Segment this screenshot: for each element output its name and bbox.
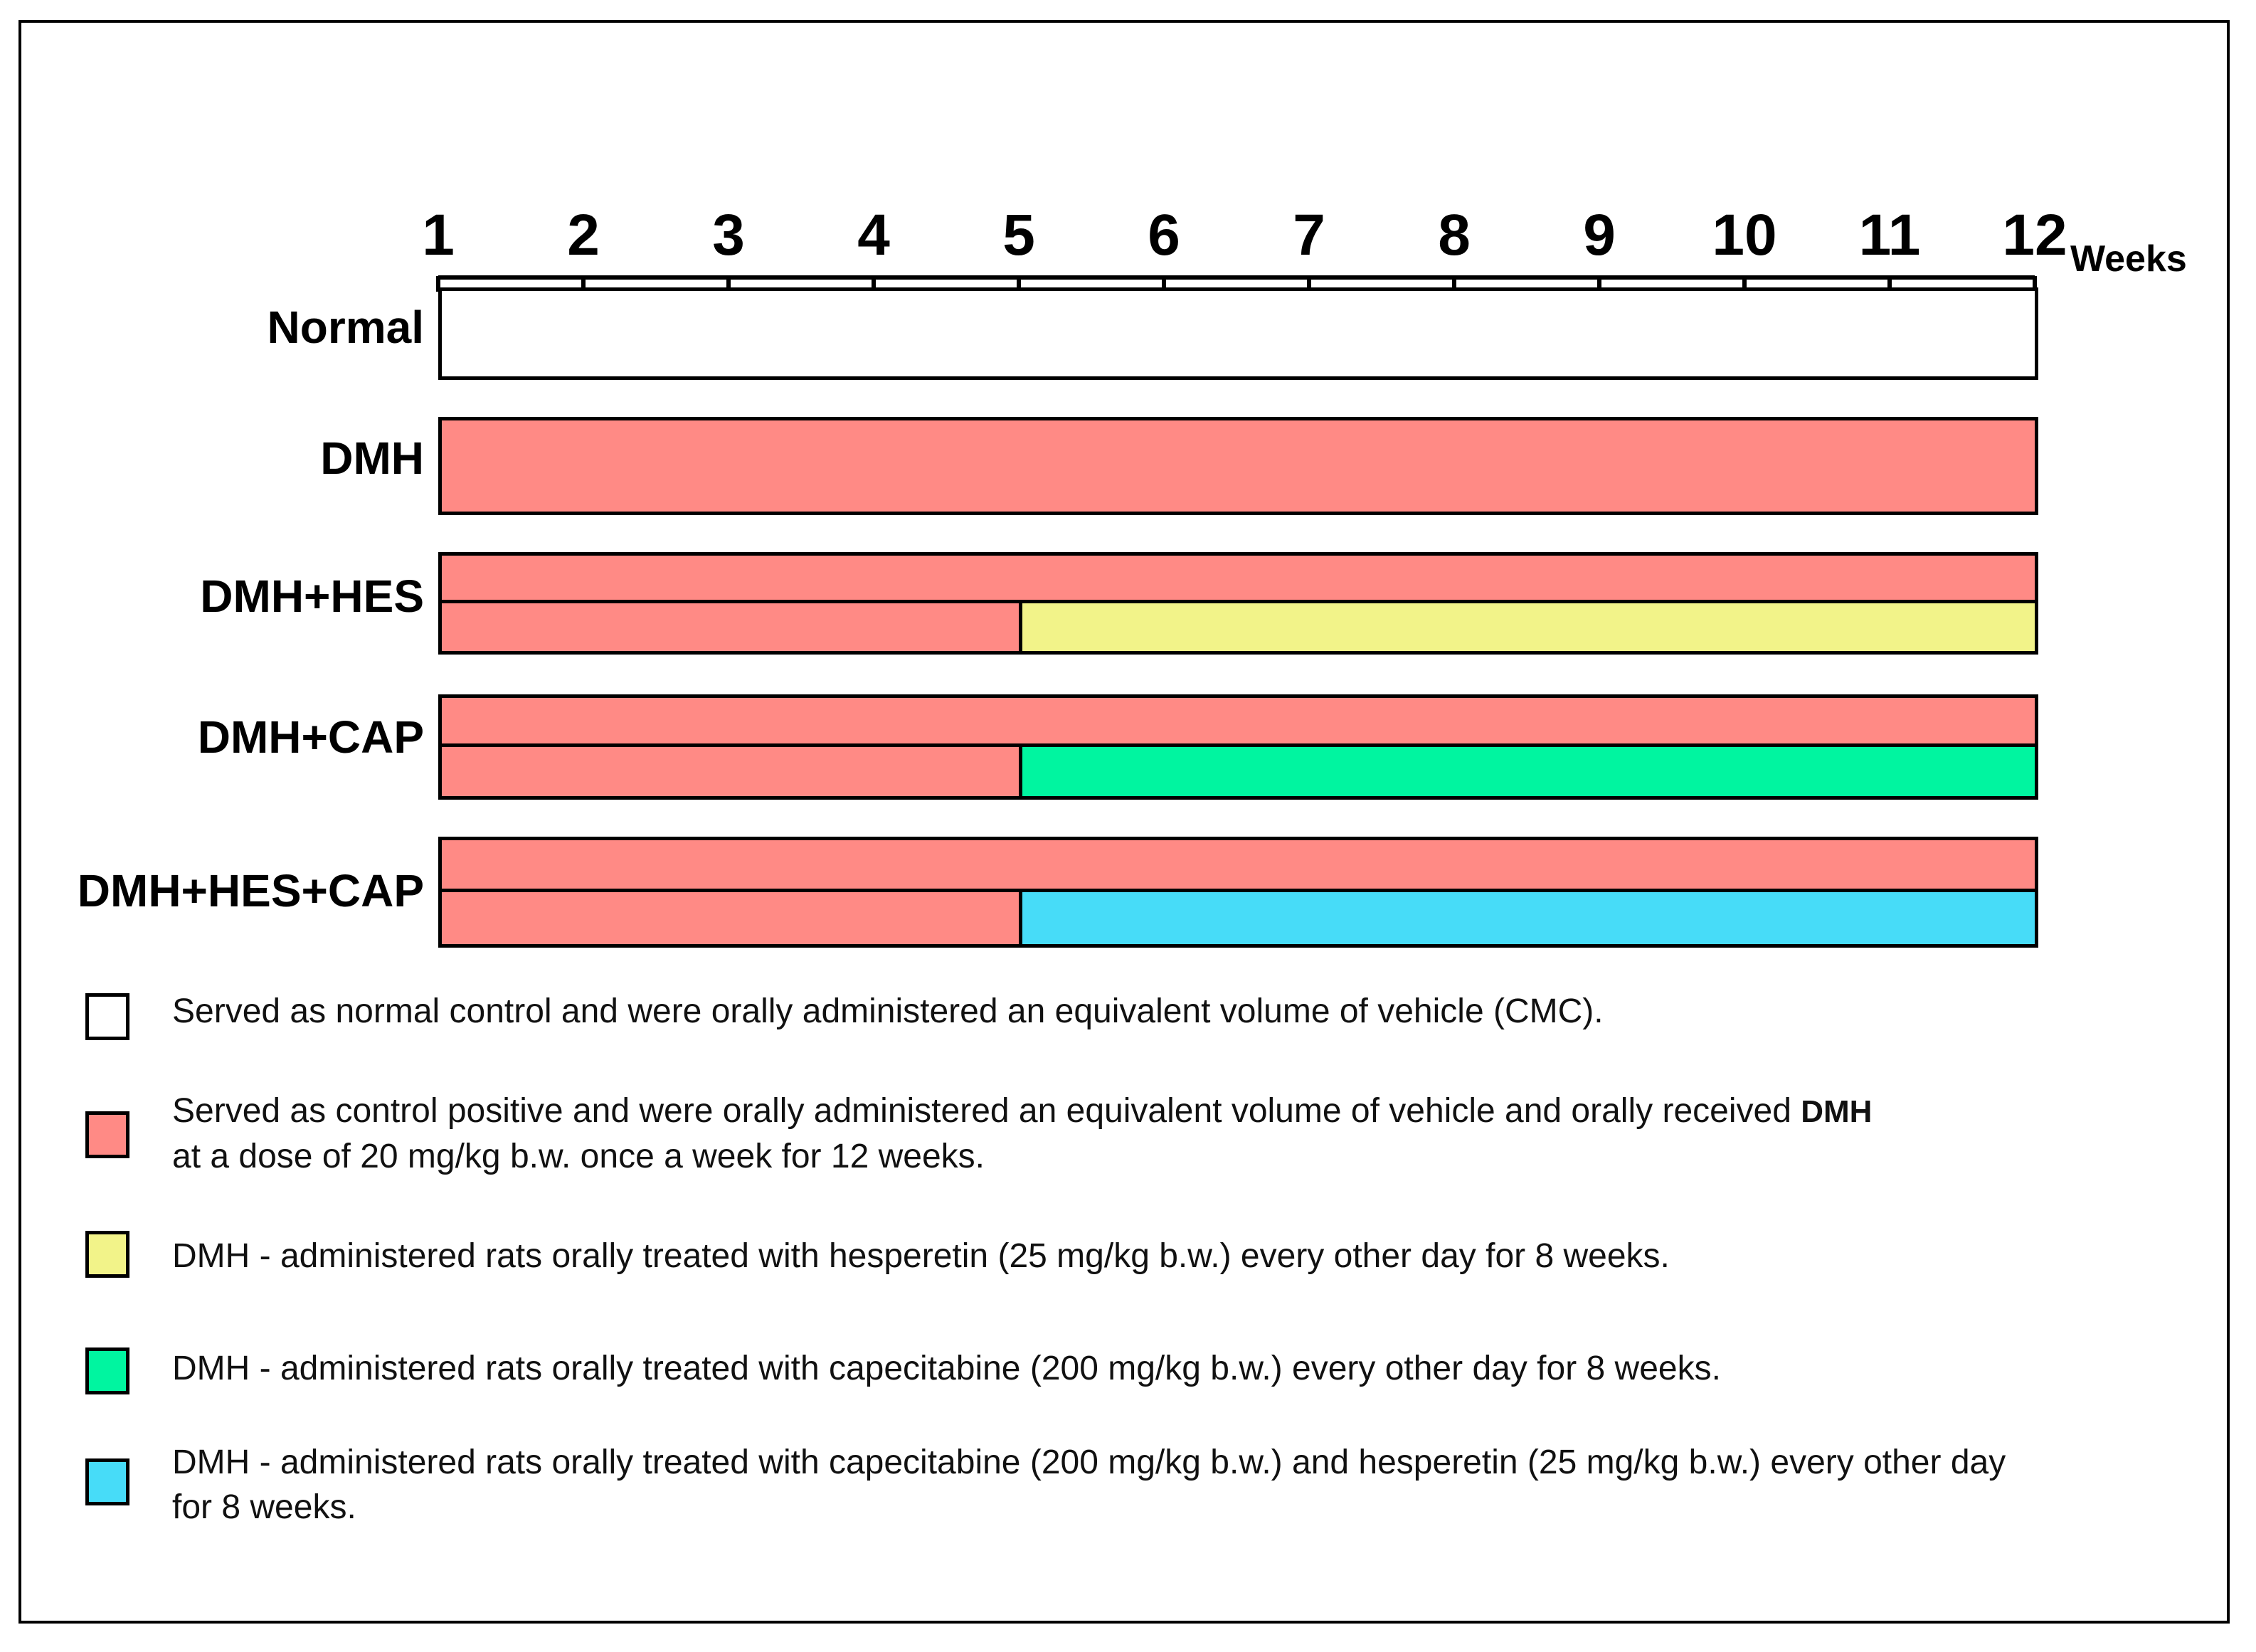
week-tick-label: 10	[1712, 203, 1777, 268]
legend-text: DMH - administered rats orally treated w…	[172, 1234, 2164, 1278]
treatment-bar-cap	[1019, 743, 2038, 800]
week-tick-mark	[1162, 276, 1166, 292]
group-label: DMH+HES+CAP	[77, 865, 424, 916]
legend-text-line: DMH - administered rats orally treated w…	[172, 1350, 1721, 1387]
legend-text-line: Served as control positive and were oral…	[172, 1092, 1791, 1130]
axis-unit-label: Weeks	[2070, 238, 2187, 280]
week-tick-mark	[1887, 276, 1892, 292]
legend-text-line: at a dose of 20 mg/kg b.w. once a week f…	[172, 1138, 985, 1175]
week-tick-label: 6	[1148, 203, 1180, 268]
treatment-bar-hes	[1019, 600, 2038, 655]
week-tick-mark	[1452, 276, 1456, 292]
week-tick-label: 3	[712, 203, 745, 268]
week-tick-mark	[581, 276, 586, 292]
group-label: DMH+CAP	[197, 711, 424, 763]
treatment-bar-dmh	[438, 743, 1022, 800]
legend-swatch	[85, 993, 129, 1040]
legend-text: DMH - administered rats orally treated w…	[172, 1440, 2164, 1530]
figure-frame	[18, 20, 2230, 1624]
week-tick-mark	[436, 276, 440, 292]
week-tick-mark	[2033, 276, 2037, 292]
legend-text-line: for 8 weeks.	[172, 1488, 356, 1526]
group-label: Normal	[267, 302, 425, 353]
legend-text-bold: DMH	[1801, 1094, 1873, 1129]
week-tick-label: 2	[567, 203, 600, 268]
week-tick-mark	[1597, 276, 1601, 292]
legend-text-line: DMH - administered rats orally treated w…	[172, 1237, 1670, 1275]
week-tick-label: 5	[1002, 203, 1035, 268]
group-label: DMH	[320, 433, 424, 484]
legend-text: Served as normal control and were orally…	[172, 989, 2164, 1034]
legend-swatch	[85, 1458, 129, 1505]
week-tick-mark	[1742, 276, 1747, 292]
treatment-bar-dmh	[438, 417, 2038, 515]
legend-text-line: DMH - administered rats orally treated w…	[172, 1444, 2006, 1481]
treatment-bar-dmh	[438, 600, 1022, 655]
treatment-bar-dmh	[438, 552, 2038, 603]
legend-swatch	[85, 1347, 129, 1394]
legend-text: Served as control positive and were oral…	[172, 1089, 2164, 1179]
week-tick-mark	[1017, 276, 1021, 292]
week-tick-label: 7	[1293, 203, 1325, 268]
week-tick-mark	[726, 276, 731, 292]
legend-swatch	[85, 1231, 129, 1278]
legend-text-line: Served as normal control and were orally…	[172, 992, 1604, 1030]
week-tick-label: 4	[857, 203, 890, 268]
week-tick-label: 1	[422, 203, 455, 268]
week-tick-label: 8	[1438, 203, 1471, 268]
treatment-bar-dmh	[438, 837, 2038, 892]
treatment-bar-dmh	[438, 694, 2038, 747]
week-tick-label: 12	[2002, 203, 2067, 268]
week-tick-mark	[1307, 276, 1311, 292]
treatment-bar-normal	[438, 287, 2038, 380]
axis-line	[438, 275, 2035, 280]
week-tick-label: 9	[1583, 203, 1616, 268]
group-label: DMH+HES	[200, 571, 424, 622]
treatment-bar-dmh	[438, 889, 1022, 948]
week-tick-mark	[872, 276, 876, 292]
legend-text: DMH - administered rats orally treated w…	[172, 1346, 2164, 1391]
treatment-bar-hes-cap	[1019, 889, 2038, 948]
legend-swatch	[85, 1111, 129, 1158]
week-tick-label: 11	[1858, 203, 1921, 268]
